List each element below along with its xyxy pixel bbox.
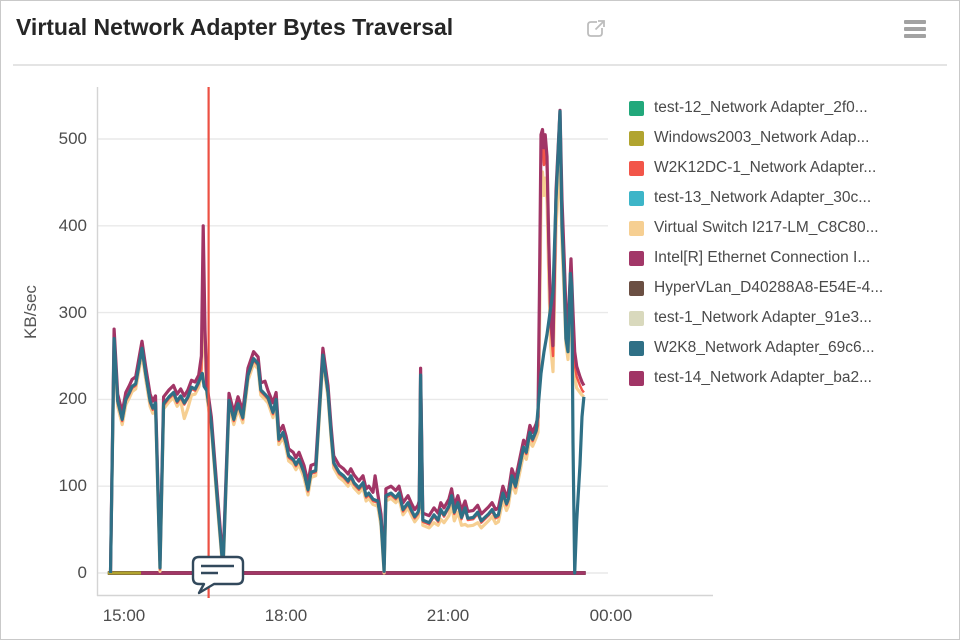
legend-label: Windows2003_Network Adap... [654, 129, 870, 146]
legend-item[interactable]: test-1_Network Adapter_91e3... [629, 303, 883, 333]
legend-swatch [629, 250, 644, 266]
page-title: Virtual Network Adapter Bytes Traversal [16, 14, 454, 40]
legend-item[interactable]: test-14_Network Adapter_ba2... [629, 363, 883, 393]
legend-item[interactable]: Windows2003_Network Adap... [629, 123, 883, 153]
y-tick-label: 400 [58, 215, 87, 235]
y-tick-label: 100 [58, 476, 87, 496]
legend-swatch [629, 280, 644, 296]
legend-label: Intel[R] Ethernet Connection I... [654, 249, 871, 266]
gridlines [97, 138, 608, 574]
series-line[interactable] [108, 108, 586, 574]
legend-label: test-14_Network Adapter_ba2... [654, 369, 872, 386]
legend-label: W2K12DC-1_Network Adapter... [654, 159, 877, 176]
legend-item[interactable]: Intel[R] Ethernet Connection I... [629, 243, 883, 273]
legend-swatch [629, 340, 644, 356]
y-tick-label: 0 [77, 563, 87, 582]
legend-label: HyperVLan_D40288A8-E54E-4... [654, 279, 884, 296]
legend-label: test-12_Network Adapter_2f0... [654, 99, 868, 116]
legend-swatch [629, 100, 644, 116]
legend-label: Virtual Switch I217-LM_C8C80... [654, 219, 879, 236]
legend-swatch [629, 220, 644, 236]
legend-item[interactable]: test-12_Network Adapter_2f0... [629, 93, 883, 123]
x-tick-label: 18:00 [264, 606, 308, 625]
hamburger-menu-icon [904, 20, 926, 24]
y-tick-label: 300 [58, 302, 87, 322]
legend: test-12_Network Adapter_2f0... Windows200… [629, 93, 883, 393]
series-line[interactable] [109, 120, 585, 574]
x-tick-label: 15:00 [102, 606, 146, 625]
legend-label: test-1_Network Adapter_91e3... [654, 309, 872, 326]
y-tick-label: 500 [58, 129, 87, 148]
x-tick-label: 00:00 [589, 606, 633, 625]
legend-item[interactable]: HyperVLan_D40288A8-E54E-4... [629, 273, 883, 303]
legend-swatch [629, 310, 644, 326]
header-divider [13, 64, 947, 66]
series-line[interactable] [108, 156, 585, 575]
y-axis-label: KB/sec [21, 285, 40, 339]
series-line[interactable] [108, 109, 586, 575]
legend-label: W2K8_Network Adapter_69c6... [654, 339, 875, 356]
legend-swatch [629, 370, 644, 386]
legend-item[interactable]: W2K8_Network Adapter_69c6... [629, 333, 883, 363]
widget-header: Virtual Network Adapter Bytes Traversal [1, 1, 959, 63]
legend-swatch [629, 130, 644, 146]
legend-swatch [629, 160, 644, 176]
legend-item[interactable]: test-13_Network Adapter_30c... [629, 183, 883, 213]
legend-item[interactable]: W2K12DC-1_Network Adapter... [629, 153, 883, 183]
comment-annotation-icon[interactable] [191, 555, 245, 595]
legend-item[interactable]: Virtual Switch I217-LM_C8C80... [629, 213, 883, 243]
y-tick-label: 200 [58, 389, 87, 409]
open-in-new-window-icon[interactable] [585, 18, 607, 40]
series-lines [107, 108, 586, 575]
legend-swatch [629, 190, 644, 206]
menu-button[interactable] [904, 20, 926, 38]
x-tick-label: 21:00 [426, 606, 470, 625]
legend-label: test-13_Network Adapter_30c... [654, 189, 872, 206]
